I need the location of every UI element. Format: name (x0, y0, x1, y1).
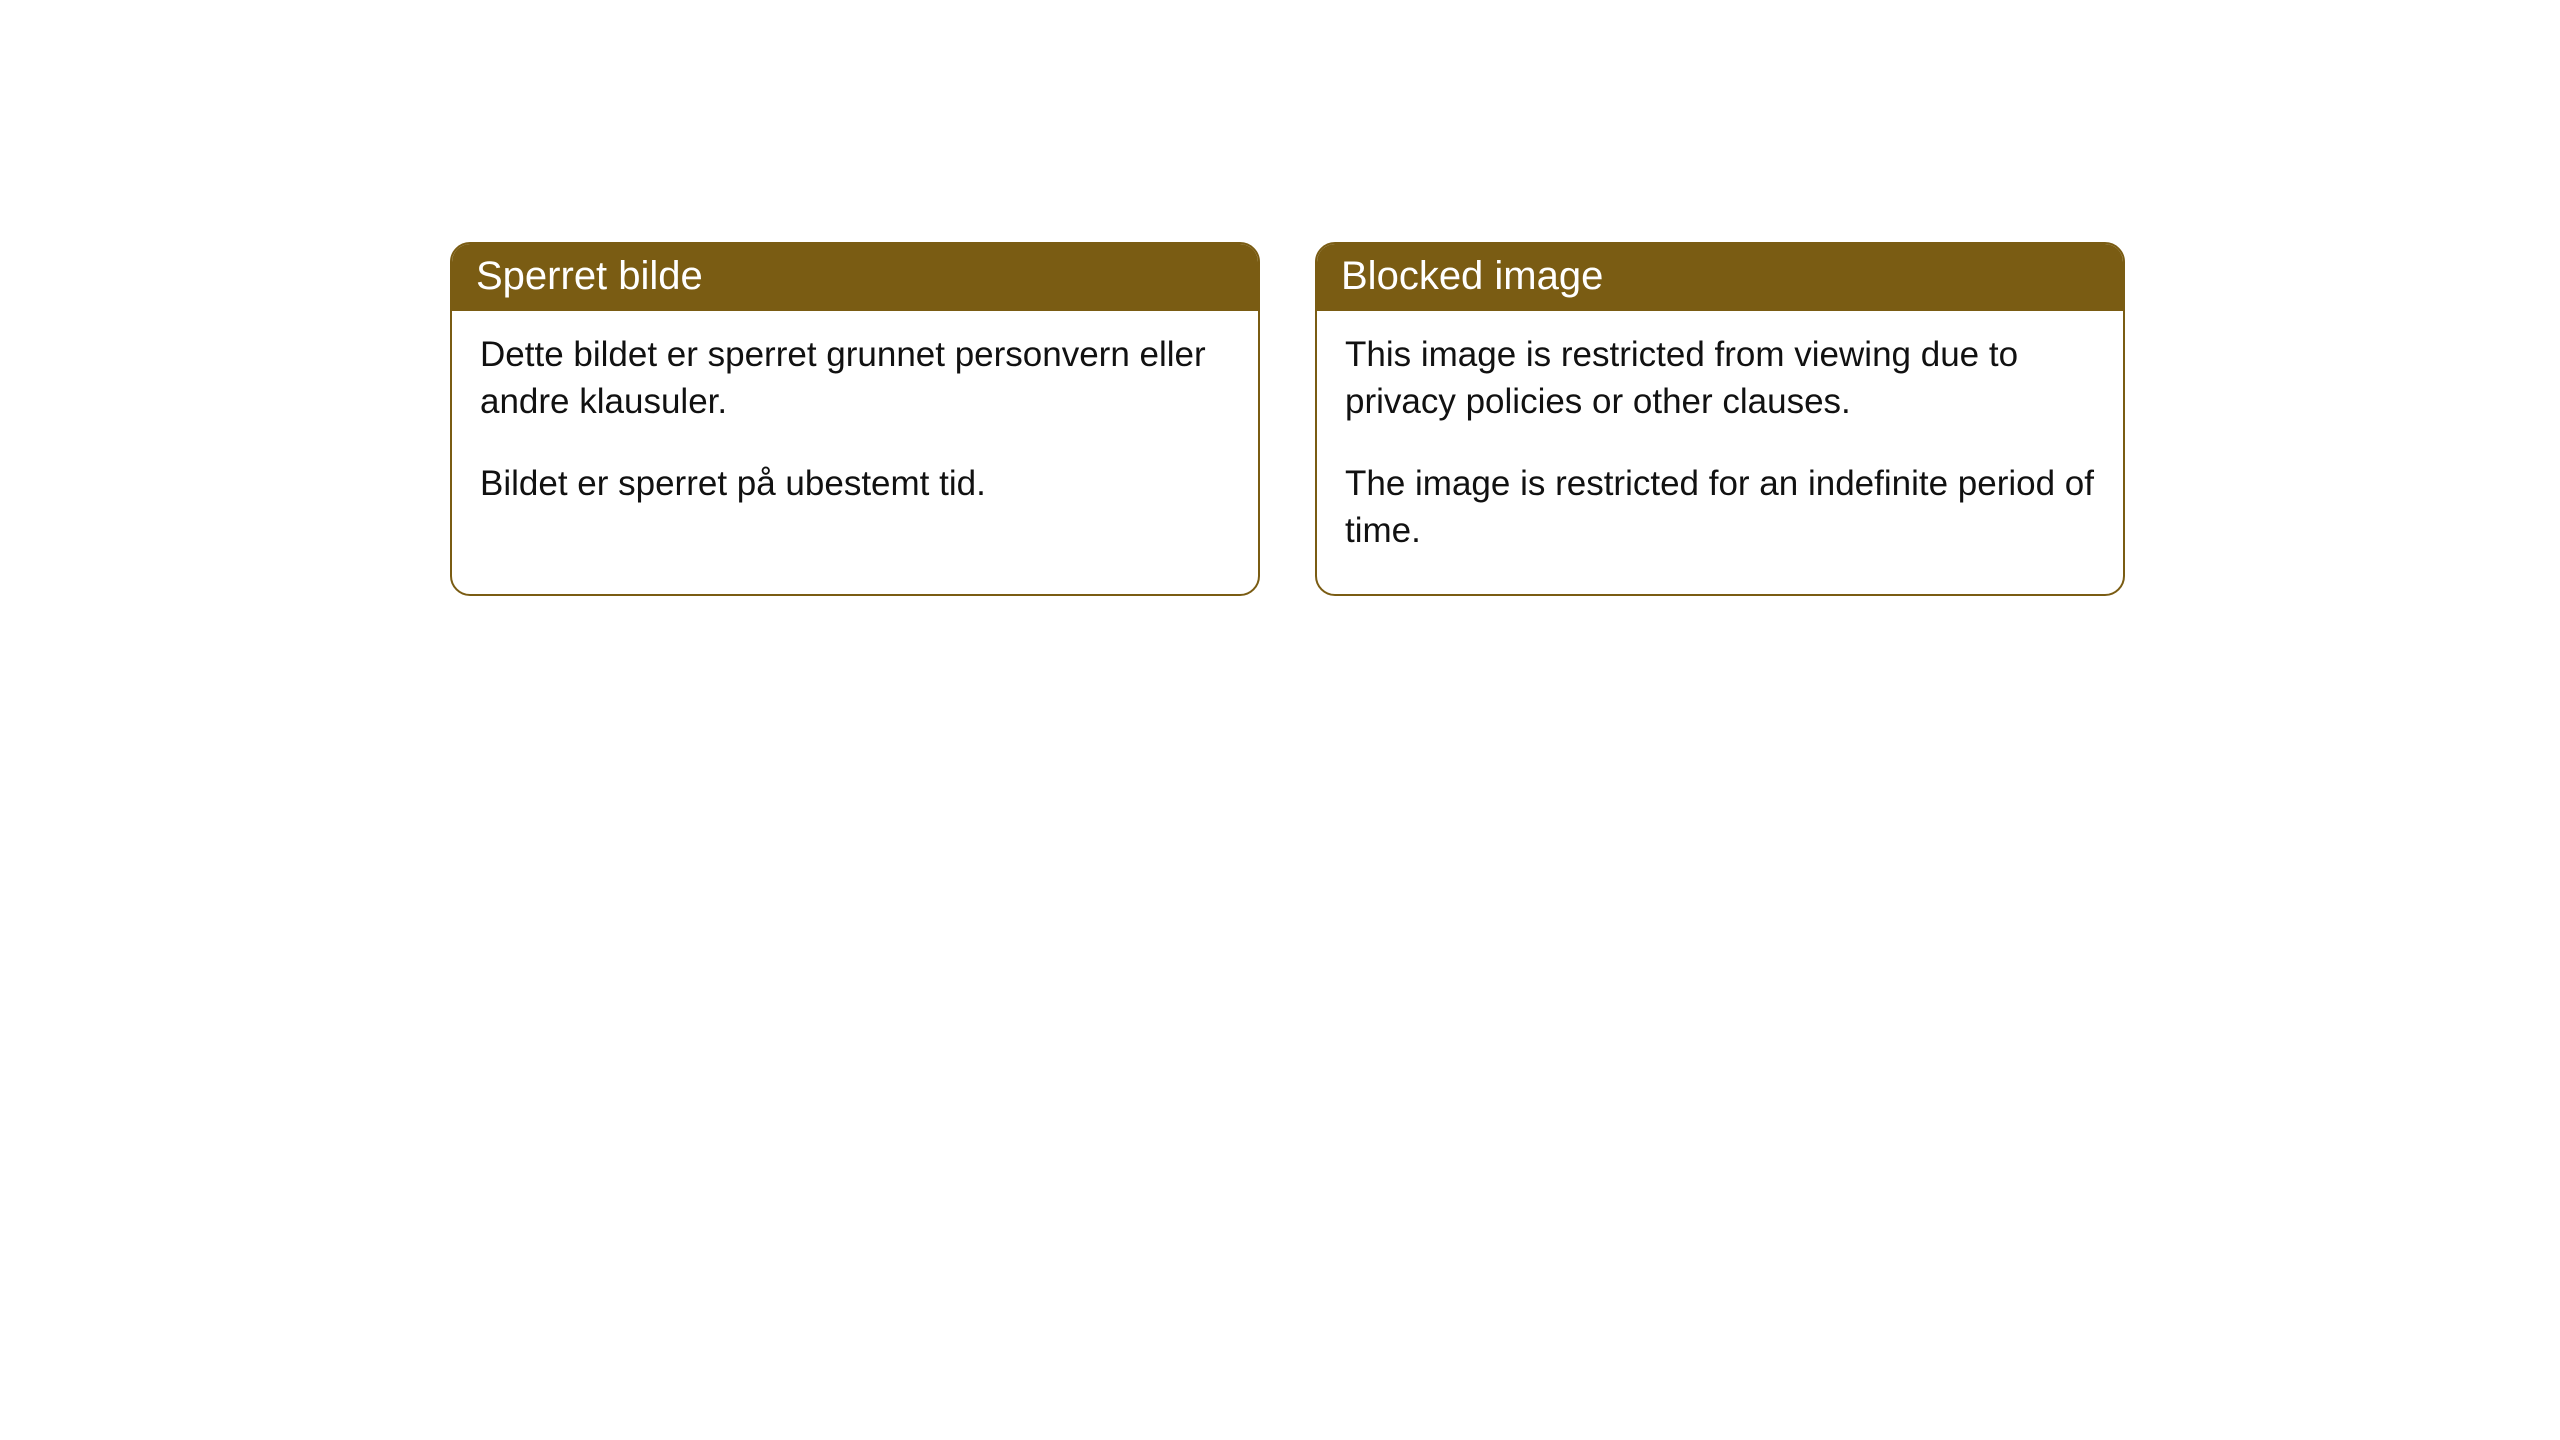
notice-card-english: Blocked image This image is restricted f… (1315, 242, 2125, 596)
notice-card-norwegian: Sperret bilde Dette bildet er sperret gr… (450, 242, 1260, 596)
notice-cards-container: Sperret bilde Dette bildet er sperret gr… (450, 242, 2125, 596)
card-paragraph: Bildet er sperret på ubestemt tid. (480, 460, 1230, 507)
card-paragraph: This image is restricted from viewing du… (1345, 331, 2095, 426)
card-title: Sperret bilde (476, 254, 703, 298)
card-title: Blocked image (1341, 254, 1603, 298)
card-header: Blocked image (1317, 244, 2123, 311)
card-paragraph: Dette bildet er sperret grunnet personve… (480, 331, 1230, 426)
card-body: Dette bildet er sperret grunnet personve… (452, 311, 1258, 547)
card-header: Sperret bilde (452, 244, 1258, 311)
card-body: This image is restricted from viewing du… (1317, 311, 2123, 594)
card-paragraph: The image is restricted for an indefinit… (1345, 460, 2095, 555)
